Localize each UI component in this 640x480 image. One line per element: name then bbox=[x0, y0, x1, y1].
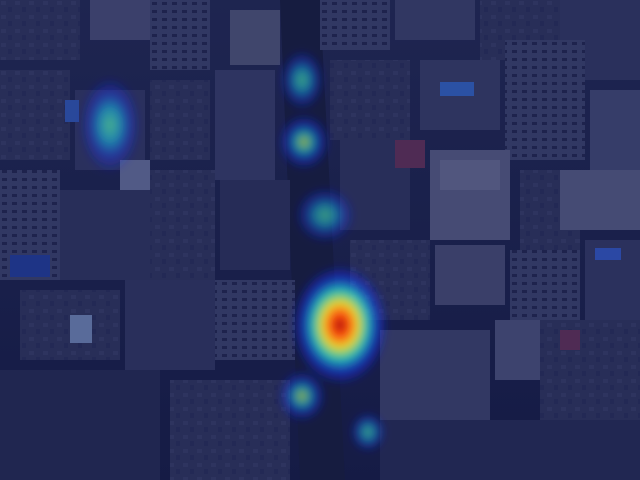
hotspot-street-lower bbox=[278, 370, 326, 422]
hotspot-bottom-right bbox=[350, 412, 386, 452]
buildings-left bbox=[0, 0, 295, 480]
hotspot-upper-street bbox=[280, 50, 324, 110]
hotspot-street-upper-mid bbox=[278, 114, 330, 170]
hotspot-street-mid bbox=[295, 187, 355, 243]
hotspot-street-peak bbox=[292, 265, 388, 385]
hotspot-left-tower bbox=[80, 77, 140, 173]
